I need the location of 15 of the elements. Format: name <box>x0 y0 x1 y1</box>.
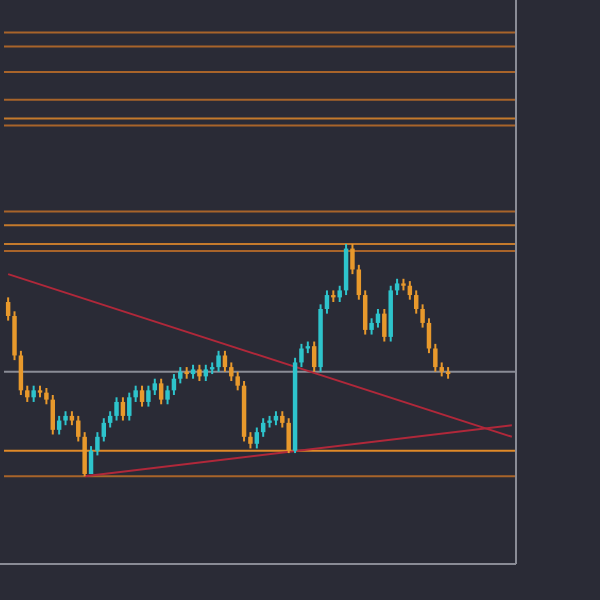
candlestick <box>286 417 291 455</box>
candlestick <box>388 284 393 343</box>
candlestick <box>114 396 119 422</box>
candlestick <box>127 391 132 422</box>
candlestick <box>158 377 164 406</box>
candlestick <box>101 417 107 443</box>
candlestick <box>139 384 145 408</box>
candlestick <box>254 426 260 450</box>
candlestick <box>222 349 228 373</box>
candlestick <box>146 384 151 408</box>
candlestick <box>382 307 387 343</box>
candlestick <box>413 289 419 315</box>
candlestick <box>120 396 126 422</box>
candlestick <box>311 340 317 373</box>
candlestick <box>216 349 221 373</box>
